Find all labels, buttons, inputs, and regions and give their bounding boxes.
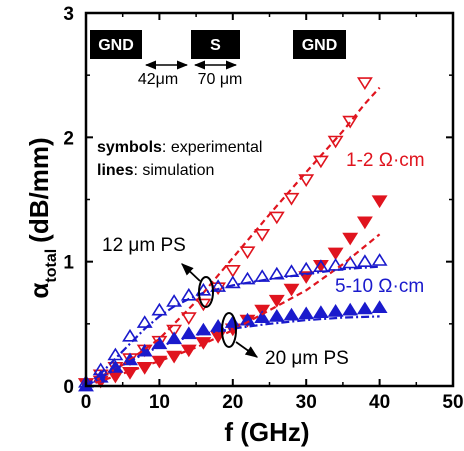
ps20-pointer-arrow bbox=[235, 341, 259, 358]
gnd-pad-left bbox=[90, 30, 142, 59]
signal-dimension-label: 70 μm bbox=[198, 71, 243, 88]
ps20-label: 20 μm PS bbox=[265, 348, 349, 369]
legend-symbols-key: symbols bbox=[97, 139, 162, 156]
data-point bbox=[356, 301, 373, 315]
data-point bbox=[327, 247, 344, 261]
data-point bbox=[342, 302, 359, 316]
data-point bbox=[298, 306, 315, 320]
data-point bbox=[254, 310, 271, 324]
cpw-schematic: GND S GND 42μm 70 μm bbox=[90, 30, 346, 88]
data-point bbox=[342, 232, 359, 246]
legend-lines-value: : simulation bbox=[133, 162, 214, 179]
x-tick-label: 30 bbox=[296, 392, 317, 413]
legend-symbols-value: : experimental bbox=[162, 139, 263, 156]
legend-symbols-line: symbols: experimental bbox=[97, 139, 262, 156]
data-point bbox=[254, 229, 271, 242]
signal-pad-label: S bbox=[210, 37, 221, 54]
data-point bbox=[283, 192, 300, 206]
data-point bbox=[327, 135, 344, 149]
series-5-10-cm-20-m-ps bbox=[78, 300, 388, 392]
ps12-group-ellipse bbox=[198, 276, 214, 308]
data-point bbox=[136, 315, 153, 328]
data-point bbox=[239, 312, 256, 326]
data-point bbox=[180, 344, 197, 358]
legend-lines-key: lines bbox=[97, 162, 134, 179]
simulation-line bbox=[85, 315, 380, 387]
data-point bbox=[224, 264, 241, 278]
data-point bbox=[180, 312, 197, 326]
data-point bbox=[268, 308, 285, 322]
gnd-pad-left-label: GND bbox=[98, 37, 134, 54]
y-axis-label-symbol: α bbox=[24, 283, 54, 299]
data-point bbox=[239, 246, 256, 260]
x-tick-label: 10 bbox=[149, 392, 170, 413]
data-point bbox=[210, 282, 227, 296]
y-tick-label: 1 bbox=[63, 253, 74, 274]
x-tick-label: 20 bbox=[222, 392, 243, 413]
x-tick-label: 40 bbox=[369, 392, 390, 413]
data-point bbox=[151, 302, 168, 316]
series-1-2-cm-12-m-ps-simulation bbox=[85, 86, 381, 387]
gap-dimension-label: 42μm bbox=[138, 71, 178, 88]
plot-frame bbox=[84, 11, 455, 388]
data-point bbox=[371, 300, 388, 314]
data-point bbox=[210, 279, 227, 292]
ps12-pointer-arrow bbox=[181, 263, 201, 282]
data-point bbox=[312, 305, 329, 319]
data-point bbox=[224, 315, 241, 328]
simulation-line bbox=[85, 265, 380, 387]
simulation-line bbox=[85, 233, 381, 388]
y-tick-label: 3 bbox=[63, 4, 74, 25]
y-axis-label-units: (dB/mm) bbox=[24, 137, 54, 242]
series-1-2-cm-20-m-ps-simulation bbox=[85, 233, 381, 388]
data-point bbox=[356, 254, 373, 268]
data-point bbox=[268, 211, 285, 225]
data-point bbox=[136, 361, 153, 375]
data-point bbox=[312, 259, 329, 273]
y-tick-label: 2 bbox=[63, 128, 74, 149]
series-5-10-cm-20-m-ps-simulation bbox=[85, 315, 380, 387]
data-point bbox=[283, 307, 300, 321]
ps20-group-ellipse bbox=[221, 312, 237, 348]
red-resistivity-label: 1-2 Ω·cm bbox=[346, 150, 425, 171]
ticks-layer: 0 10 20 30 40 50 0 1 2 3 bbox=[63, 4, 463, 413]
signal-pad bbox=[191, 30, 240, 59]
data-point bbox=[327, 303, 344, 317]
data-point bbox=[195, 298, 212, 312]
series-5-10-cm-12-m-ps-simulation bbox=[85, 265, 380, 387]
data-point bbox=[283, 283, 300, 297]
data-point bbox=[356, 77, 373, 91]
data-point bbox=[371, 253, 388, 266]
data-point bbox=[342, 115, 359, 129]
data-point bbox=[327, 257, 344, 271]
gnd-pad-right-label: GND bbox=[302, 37, 338, 54]
data-point bbox=[312, 259, 329, 273]
y-axis-label-subscript: total bbox=[43, 249, 60, 283]
data-point bbox=[122, 328, 138, 342]
data-point bbox=[298, 174, 315, 188]
simulation-line bbox=[85, 86, 381, 387]
data-point bbox=[268, 294, 285, 308]
data-point bbox=[166, 324, 183, 338]
legend-lines-line: lines: simulation bbox=[97, 162, 214, 179]
data-point bbox=[107, 347, 124, 361]
gnd-pad-right bbox=[293, 30, 346, 59]
x-tick-label: 0 bbox=[81, 392, 92, 413]
data-point bbox=[224, 275, 241, 289]
y-tick-label: 0 bbox=[63, 377, 74, 398]
ps12-label: 12 μm PS bbox=[102, 235, 186, 256]
data-point bbox=[371, 195, 388, 209]
blue-resistivity-label: 5-10 Ω·cm bbox=[335, 276, 424, 297]
x-axis-label: f (GHz) bbox=[224, 417, 309, 447]
y-axis-label: αtotal (dB/mm) bbox=[24, 137, 60, 298]
data-point bbox=[356, 216, 373, 230]
x-tick-label: 50 bbox=[442, 392, 463, 413]
